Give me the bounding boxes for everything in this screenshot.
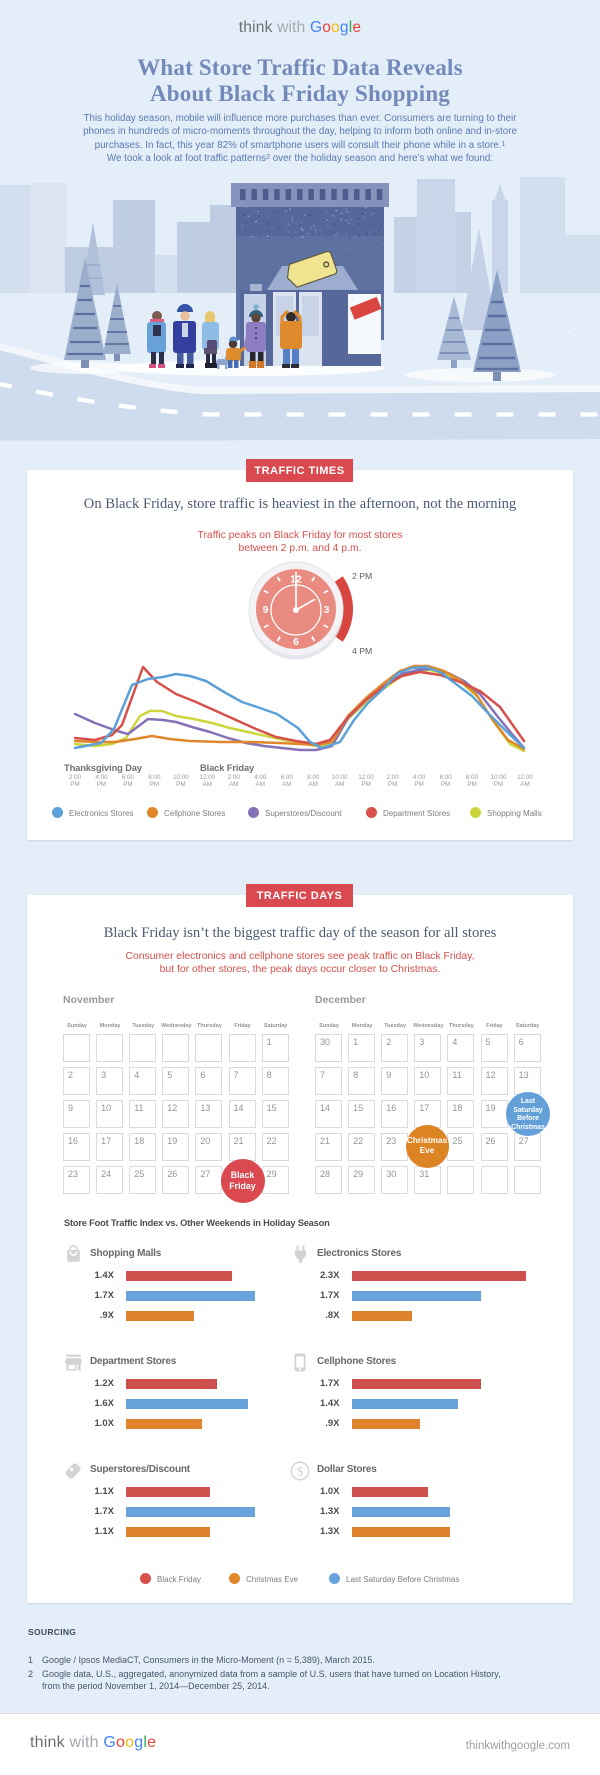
svg-text:4 PM: 4 PM: [352, 646, 372, 656]
svg-text:9: 9: [263, 604, 269, 616]
svg-text:$: $: [297, 1464, 304, 1479]
svg-text:2 PM: 2 PM: [352, 571, 372, 581]
svg-text:3: 3: [324, 604, 330, 616]
svg-text:6: 6: [293, 636, 299, 648]
